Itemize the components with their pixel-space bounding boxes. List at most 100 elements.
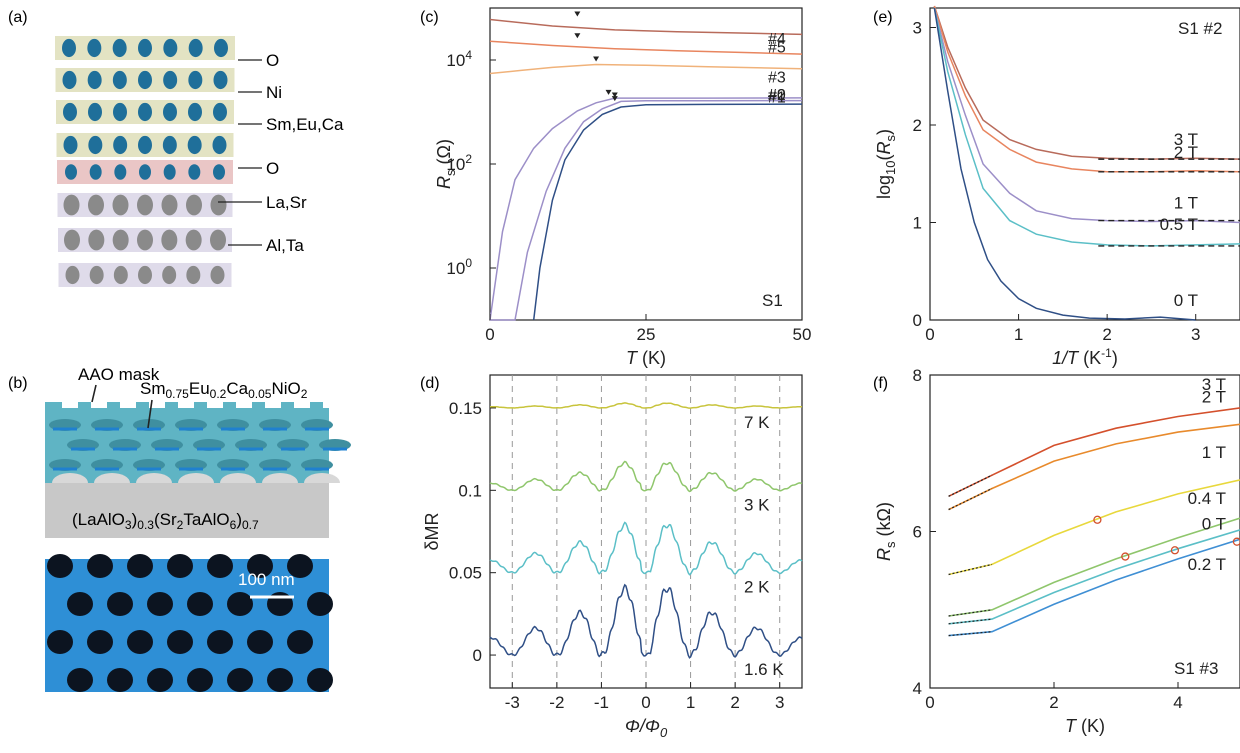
sem-hole	[187, 668, 213, 692]
series-label-3 T: 3 T	[1174, 130, 1198, 149]
series-line-#0	[532, 103, 803, 321]
label-o-top: O	[266, 51, 279, 70]
series-line-#2	[489, 97, 803, 321]
series-line-#4	[489, 40, 803, 55]
series-line-3 K	[489, 460, 803, 493]
atom	[88, 135, 103, 155]
series-label-0.5 T: 0.5 T	[1160, 215, 1198, 234]
atom	[210, 194, 227, 216]
series-line-0 T	[933, 7, 1196, 321]
y-axis-label: Rs (Ω)	[434, 139, 458, 189]
tc-marker-#0	[611, 96, 618, 102]
y-tick-label: 104	[446, 48, 472, 70]
atom	[161, 194, 178, 216]
atom	[137, 229, 153, 251]
plot-frame	[929, 374, 1240, 689]
sem-hole	[207, 554, 233, 578]
atom	[112, 229, 129, 251]
series-label-#0: #0	[768, 87, 786, 104]
sem-hole	[287, 630, 313, 654]
pore-bottom	[304, 473, 340, 483]
y-tick-label: 8	[913, 366, 922, 385]
series-line-2 T	[933, 5, 1240, 173]
atom	[89, 164, 102, 180]
sem-hole	[247, 630, 273, 654]
sem-hole	[147, 668, 173, 692]
sem-hole	[287, 554, 313, 578]
sem-hole	[47, 554, 73, 578]
sem-hole	[147, 592, 173, 616]
aao-mask-schematic	[45, 398, 351, 538]
atom	[88, 229, 105, 251]
x-tick-label: 0	[925, 693, 934, 712]
sem-hole	[167, 630, 193, 654]
mask-notch	[120, 398, 136, 408]
atom	[213, 164, 225, 180]
atom	[113, 102, 127, 122]
x-tick-label: 3	[1191, 325, 1200, 344]
sem-hole	[87, 554, 113, 578]
pore-bottom	[178, 473, 214, 483]
atom	[187, 135, 202, 155]
series-line-#5	[489, 18, 803, 36]
sem-hole	[87, 630, 113, 654]
series-label-7 K: 7 K	[744, 413, 770, 432]
chart-e: 3 T2 T 1 T 0.5 T 0 T 0 1 2 3 0 1 2 3 1/T (K-1) log10(…	[874, 5, 1240, 368]
sem-hole	[127, 554, 153, 578]
x-tick-label: 0	[641, 693, 650, 712]
marked-point	[1093, 515, 1102, 524]
label-la-sr: La,Sr	[266, 193, 307, 212]
tc-marker-#4	[574, 33, 581, 39]
corner-label: S1 #3	[1174, 659, 1218, 678]
panel-label-d: (d)	[420, 375, 440, 392]
sem-hole	[227, 592, 253, 616]
pore-bottom	[94, 473, 130, 483]
crystal-structure-illustration	[55, 36, 235, 287]
series-label-0.2 T: 0.2 T	[1188, 555, 1226, 574]
atom	[112, 70, 127, 90]
atom	[89, 265, 104, 285]
corner-label: S1 #2	[1178, 19, 1222, 38]
crystal-legend: O Ni Sm,Eu,Ca O La,Sr Al,Ta	[218, 51, 344, 255]
atom	[65, 164, 77, 180]
mask-notch	[294, 398, 310, 408]
tc-marker-#3	[593, 56, 600, 62]
x-tick-label: 3	[775, 693, 784, 712]
series-label-1 T: 1 T	[1202, 443, 1226, 462]
y-axis-label: log10(Rs)	[874, 129, 898, 199]
x-tick-label: 25	[637, 325, 656, 344]
x-tick-label: 2	[1102, 325, 1111, 344]
x-tick-label: 1	[1014, 325, 1023, 344]
sem-hole	[167, 554, 193, 578]
series-label-2 T: 2 T	[1174, 143, 1198, 162]
series-line-3 T	[948, 407, 1240, 498]
x-tick-label: -3	[505, 693, 520, 712]
atom	[138, 102, 152, 122]
atom	[188, 38, 203, 58]
fit-line	[948, 487, 993, 511]
series-label-#5: #5	[768, 39, 786, 56]
atom	[138, 70, 152, 90]
label-o-bottom: O	[266, 159, 279, 178]
atom	[213, 70, 228, 90]
plot-frame	[489, 7, 803, 321]
x-tick-label: 0	[925, 325, 934, 344]
panel-label-f: (f)	[873, 375, 888, 392]
series-line-7 K	[490, 402, 803, 409]
mask-notch	[207, 398, 223, 408]
sem-hole	[267, 668, 293, 692]
series-line-3 T	[933, 5, 1240, 160]
series-label-0 T: 0 T	[1202, 514, 1226, 533]
scale-bar-label: 100 nm	[238, 570, 295, 589]
y-tick-label: 1	[913, 214, 922, 233]
atom	[188, 70, 203, 90]
atom	[139, 164, 151, 180]
series-label-#3: #3	[768, 70, 786, 87]
atom	[213, 102, 227, 122]
y-tick-label: 6	[913, 523, 922, 542]
atom	[163, 164, 176, 180]
sem-image: 100 nm	[45, 554, 333, 692]
sem-hole	[207, 630, 233, 654]
